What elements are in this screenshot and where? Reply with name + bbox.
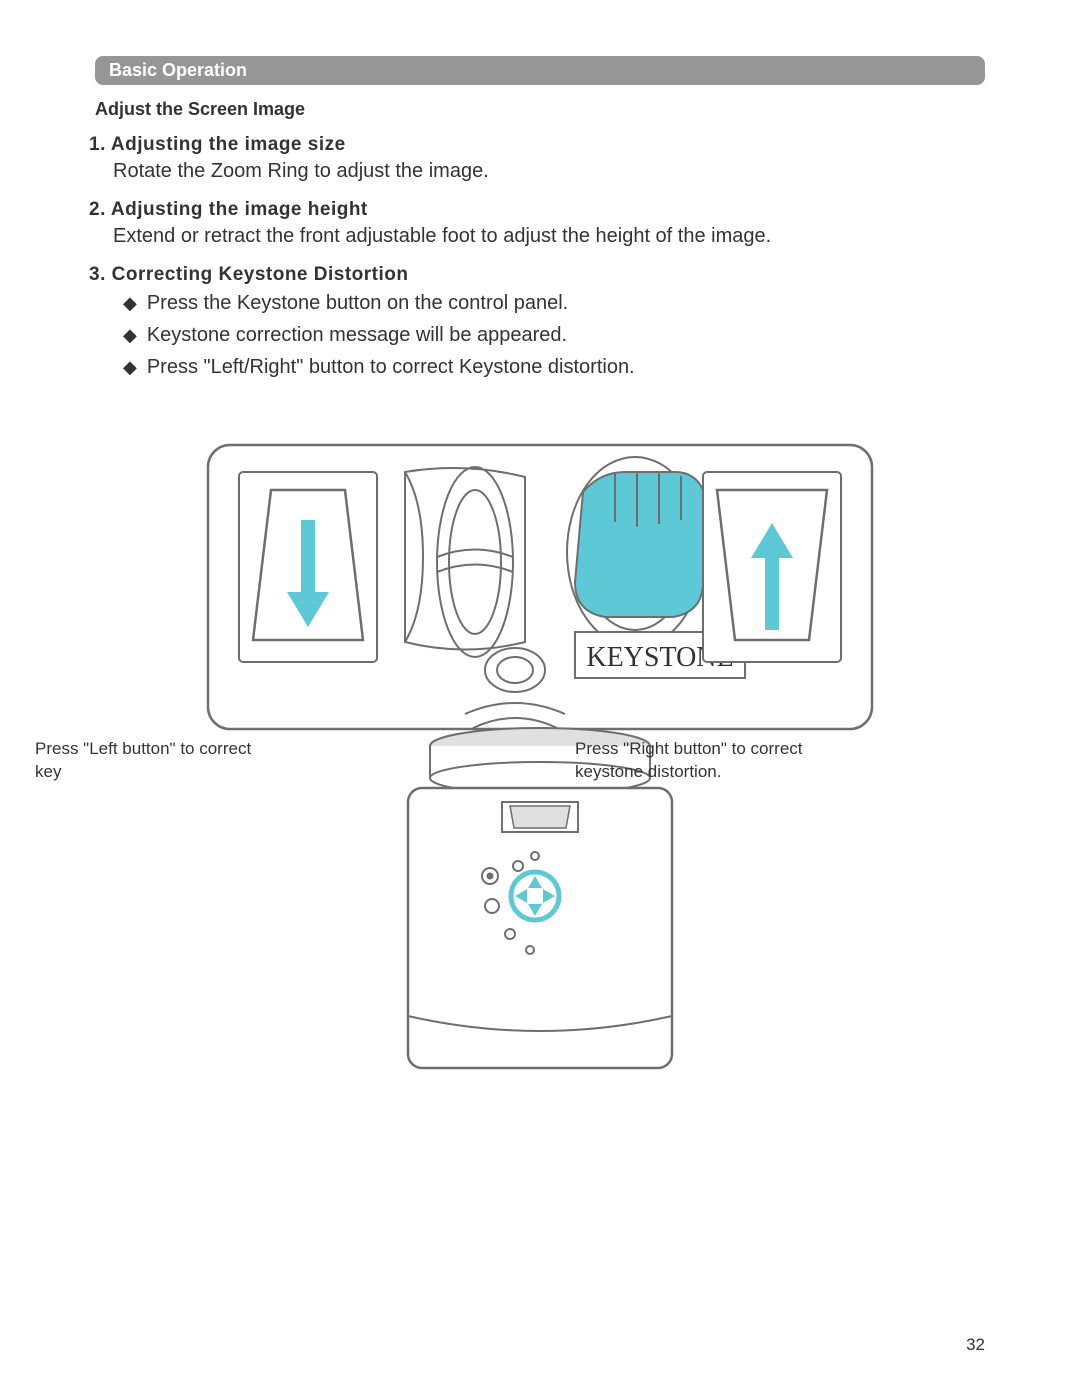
diamond-icon: ◆ xyxy=(123,322,137,349)
bullet-text: Press the Keystone button on the control… xyxy=(147,288,568,318)
right-caption: Press "Right button" to correct keystone… xyxy=(575,738,865,784)
section-header: Basic Operation xyxy=(95,56,985,85)
bullet-item: ◆ Keystone correction message will be ap… xyxy=(123,320,985,350)
diamond-icon: ◆ xyxy=(123,354,137,381)
step3-title: 3. Correcting Keystone Distortion xyxy=(89,264,985,286)
step2-text: Extend or retract the front adjustable f… xyxy=(113,223,985,250)
step1-title: 1. Adjusting the image size xyxy=(89,134,985,156)
step2-title: 2. Adjusting the image height xyxy=(89,199,985,221)
bullet-item: ◆ Press "Left/Right" button to correct K… xyxy=(123,352,985,382)
page-heading: Adjust the Screen Image xyxy=(95,99,985,120)
step1-text: Rotate the Zoom Ring to adjust the image… xyxy=(113,158,985,185)
bullet-item: ◆ Press the Keystone button on the contr… xyxy=(123,288,985,318)
keystone-panel-svg: KEYSTONE xyxy=(205,442,875,732)
diagram-container: KEYSTONE xyxy=(95,442,985,1096)
left-caption: Press "Left button" to correct key xyxy=(35,738,275,784)
bullet-text: Keystone correction message will be appe… xyxy=(147,320,567,350)
diamond-icon: ◆ xyxy=(123,290,137,317)
section-title: Basic Operation xyxy=(109,60,247,80)
page-number: 32 xyxy=(966,1335,985,1355)
bullet-text: Press "Left/Right" button to correct Key… xyxy=(147,352,635,382)
